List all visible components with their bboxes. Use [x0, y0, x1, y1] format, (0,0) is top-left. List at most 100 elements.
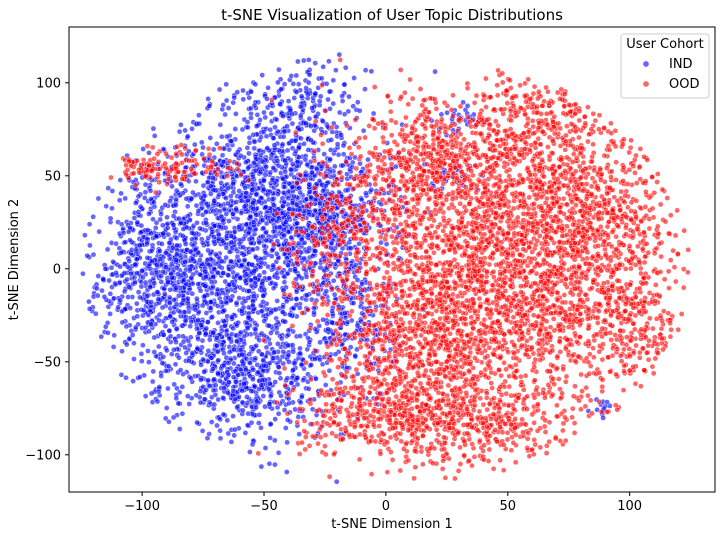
data-point-ind — [166, 327, 173, 334]
data-point-ind — [133, 300, 140, 307]
data-point-ind — [177, 309, 184, 315]
data-point-ind — [173, 187, 180, 194]
data-point-ind — [195, 317, 201, 323]
data-point-ind — [270, 164, 277, 171]
data-point-ind — [216, 223, 223, 230]
data-point-ind — [291, 360, 298, 367]
data-point-ind — [100, 276, 106, 282]
data-point-ind — [205, 347, 212, 354]
data-point-ind — [218, 299, 225, 306]
data-point-ind — [311, 127, 318, 134]
data-point-ind — [150, 368, 157, 375]
data-point-ind — [238, 250, 245, 257]
data-point-ind — [121, 288, 128, 295]
data-point-ind — [321, 151, 328, 157]
data-point-ood — [596, 398, 603, 405]
data-point-ind — [287, 166, 294, 173]
data-point-ind — [260, 129, 267, 135]
data-point-ood — [314, 420, 320, 427]
data-point-ind — [280, 189, 287, 196]
data-point-ind — [287, 267, 294, 273]
data-point-ind — [317, 339, 323, 346]
data-point-ind — [305, 79, 312, 86]
data-point-ind — [123, 374, 129, 381]
data-point-ind — [217, 435, 224, 442]
data-point-ind — [195, 336, 201, 342]
data-point-ind — [151, 280, 158, 287]
data-point-ind — [153, 233, 160, 239]
data-point-ind — [329, 308, 336, 314]
data-point-ind — [250, 174, 256, 180]
data-point-ind — [160, 332, 167, 338]
data-point-ind — [144, 293, 150, 299]
data-point-ind — [275, 449, 282, 456]
data-point-ind — [326, 367, 333, 374]
data-point-ind — [265, 263, 271, 270]
data-point-ind — [207, 135, 214, 141]
data-point-ind — [158, 279, 165, 285]
data-point-ind — [333, 478, 340, 485]
data-point-ind — [323, 288, 330, 294]
data-point-ind — [142, 279, 149, 286]
data-point-ind — [220, 394, 226, 401]
data-point-ind — [242, 277, 249, 284]
data-point-ind — [142, 189, 149, 195]
data-point-ind — [256, 198, 262, 205]
data-point-ind — [229, 264, 236, 270]
data-point-ind — [222, 111, 228, 118]
data-point-ind — [239, 399, 246, 406]
data-point-ind — [203, 219, 209, 226]
data-point-ood — [685, 246, 692, 253]
data-point-ind — [179, 233, 186, 239]
data-point-ind — [282, 318, 289, 325]
data-point-ind — [236, 224, 242, 230]
data-point-ind — [276, 66, 282, 73]
data-point-ind — [263, 204, 269, 210]
data-point-ind — [348, 245, 354, 251]
data-point-ind — [325, 96, 331, 103]
data-point-ind — [302, 156, 309, 163]
data-point-ind — [286, 400, 293, 407]
data-point-ind — [90, 251, 97, 258]
data-point-ood — [561, 103, 568, 109]
data-point-ind — [214, 348, 221, 355]
data-point-ind — [84, 252, 90, 259]
data-point-ind — [271, 142, 278, 148]
data-point-ind — [215, 396, 221, 403]
data-point-ind — [131, 215, 138, 221]
data-point-ind — [185, 304, 192, 311]
data-point-ind — [267, 380, 273, 387]
data-point-ind — [290, 348, 297, 355]
data-point-ind — [248, 89, 254, 95]
data-point-ind — [364, 336, 371, 343]
data-point-ind — [202, 268, 209, 275]
data-point-ind — [246, 150, 252, 157]
data-point-ood — [681, 227, 688, 234]
data-point-ind — [206, 383, 213, 389]
data-point-ind — [270, 135, 277, 141]
data-point-ind — [194, 219, 200, 226]
data-point-ind — [245, 295, 251, 301]
data-point-ind — [267, 393, 274, 400]
data-point-ind — [253, 342, 260, 349]
data-point-ind — [218, 133, 225, 140]
data-point-ind — [257, 117, 263, 123]
data-point-ind — [261, 269, 268, 276]
data-point-ind — [358, 196, 365, 203]
data-point-ind — [86, 298, 92, 305]
data-point-ind — [211, 234, 217, 240]
data-point-ind — [297, 189, 304, 196]
data-point-ood — [506, 383, 513, 390]
data-point-ind — [226, 379, 232, 386]
data-point-ind — [206, 103, 213, 109]
data-point-ind — [432, 68, 438, 75]
data-point-ind — [331, 163, 338, 170]
data-point-ind — [156, 311, 163, 318]
data-point-ind — [173, 235, 180, 241]
data-point-ind — [267, 169, 274, 176]
data-point-ind — [349, 159, 356, 166]
data-point-ood — [276, 264, 283, 271]
data-point-ind — [281, 198, 288, 205]
data-point-ind — [228, 439, 235, 445]
data-point-ind — [167, 286, 173, 293]
